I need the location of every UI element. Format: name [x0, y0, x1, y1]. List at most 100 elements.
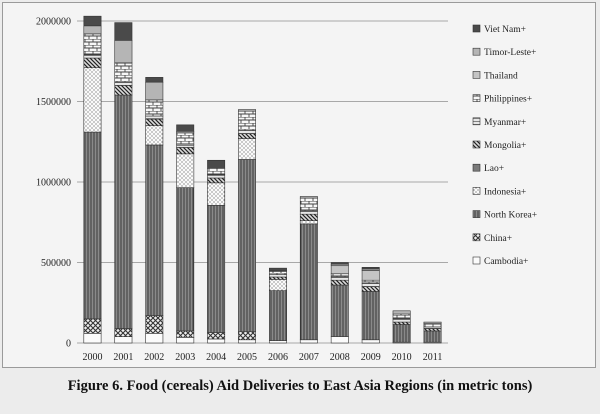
bar-segment — [83, 33, 102, 56]
legend-label: Thailand — [484, 71, 518, 81]
bar-segment — [330, 273, 349, 278]
x-tick-label: 2008 — [330, 352, 350, 363]
bar-segment — [330, 265, 349, 275]
bar-segment — [145, 315, 164, 334]
bar-segment — [207, 205, 226, 333]
x-tick-label: 2007 — [299, 352, 319, 363]
bar-segment — [361, 279, 380, 284]
bar-segment — [176, 330, 195, 338]
bar-segment — [145, 125, 164, 146]
bar-segment — [83, 15, 102, 27]
bar-segment — [392, 313, 411, 320]
figure-caption: Figure 6. Food (cereals) Aid Deliveries … — [67, 378, 533, 394]
x-axis-tick-labels: 2000 2001 2002 2003 2004 2005 2006 2007 2008 2009… — [82, 352, 442, 363]
legend-swatch — [472, 210, 481, 218]
bars — [83, 15, 442, 344]
x-tick-label: 2010 — [392, 352, 412, 363]
x-tick-label: 2000 — [82, 352, 102, 363]
bar-segment — [114, 328, 133, 337]
x-tick-label: 2009 — [361, 352, 381, 363]
x-tick-label: 2006 — [268, 352, 288, 363]
bar-segment — [83, 54, 102, 59]
bar-segment — [207, 174, 226, 179]
bar-segment — [176, 143, 195, 148]
bar-segment — [269, 340, 287, 344]
y-tick-label: 500000 — [41, 258, 71, 269]
bar-segment — [83, 67, 102, 133]
bar-segment — [83, 57, 102, 68]
bar-segment — [176, 153, 195, 188]
y-tick-label: 1000000 — [36, 178, 71, 189]
legend-label: Lao+ — [484, 164, 504, 174]
y-tick-label: 2000000 — [36, 17, 71, 28]
bar-segment — [299, 220, 318, 225]
bar-segment — [238, 331, 256, 341]
bar-segment — [114, 85, 133, 96]
legend-swatch — [472, 24, 481, 33]
bar-segment — [238, 159, 256, 333]
bar-segment — [392, 318, 411, 323]
x-tick-label: 2005 — [237, 352, 257, 363]
bar-segment — [330, 284, 349, 337]
bar-segment — [114, 81, 133, 86]
x-tick-label: 2011 — [423, 352, 443, 363]
legend-label: Mongolia+ — [484, 141, 526, 151]
bar-segment — [207, 177, 226, 184]
legend-swatch — [472, 256, 481, 265]
bar-segment — [145, 99, 164, 117]
bar-segment — [114, 62, 133, 83]
bar-segment — [361, 291, 380, 341]
bar-segment — [207, 182, 226, 206]
bar-segment — [176, 124, 195, 132]
bar-segment — [269, 279, 287, 291]
y-axis-tick-labels: 0 500000 1000000 1500000 2000000 — [36, 17, 71, 350]
bar-segment — [269, 274, 287, 278]
bar-segment — [330, 279, 349, 286]
y-tick-label: 1500000 — [36, 97, 71, 108]
bar-segment — [299, 210, 318, 215]
bar-segment — [176, 132, 195, 145]
bar-segment — [114, 94, 133, 329]
bar-segment — [207, 168, 226, 176]
x-tick-label: 2003 — [175, 352, 195, 363]
x-tick-label: 2002 — [144, 352, 164, 363]
legend-label: China+ — [484, 234, 512, 244]
bar-segment — [238, 133, 256, 139]
bar-segment — [392, 310, 411, 315]
bar-segment — [299, 339, 318, 344]
bar-segment — [145, 118, 164, 126]
x-tick-label: 2001 — [113, 352, 133, 363]
bar-segment — [392, 324, 411, 343]
bar-segment — [114, 22, 133, 41]
bar-segment — [269, 271, 287, 275]
bar-segment — [269, 267, 287, 271]
bar-segment — [238, 138, 256, 160]
legend-label: Myanmar+ — [484, 118, 526, 128]
bar-segment — [83, 318, 102, 334]
legend-swatch — [472, 187, 481, 195]
bar-segment — [361, 270, 380, 281]
legend-label: Timor-Leste+ — [484, 48, 536, 58]
bar-segment — [238, 130, 256, 135]
bar-segment — [83, 333, 102, 344]
legend: Viet Nam+ Timor-Leste+ Thailand Philippines… — [472, 24, 537, 267]
bar-segment — [392, 321, 411, 325]
bar-segment — [145, 333, 164, 344]
bar-segment — [176, 337, 195, 344]
bar-segment — [114, 336, 133, 344]
legend-swatch — [472, 163, 481, 172]
bar-segment — [114, 40, 133, 64]
bar-segment — [176, 147, 195, 155]
legend-swatch — [472, 71, 481, 79]
legend-swatch — [472, 117, 481, 126]
legend-label: North Korea+ — [484, 211, 537, 221]
legend-swatch — [472, 233, 481, 242]
bar-segment — [423, 330, 442, 343]
legend-label: Indonesia+ — [484, 187, 526, 197]
bar-segment — [269, 276, 287, 280]
legend-label: Cambodia+ — [484, 257, 528, 267]
bar-segment — [330, 276, 349, 281]
bar-segment — [423, 323, 442, 328]
bar-segment — [145, 144, 164, 316]
